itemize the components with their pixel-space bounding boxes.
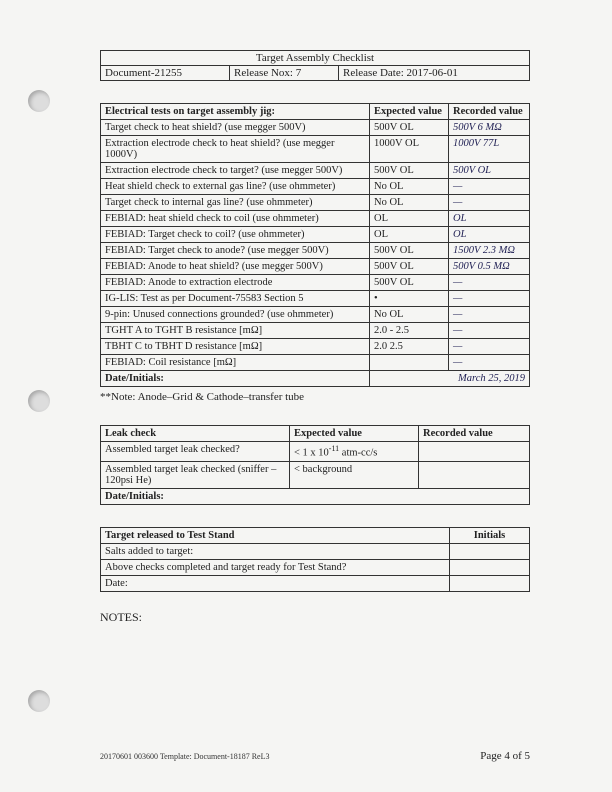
elec-recorded: — <box>449 323 530 339</box>
elec-desc: FEBIAD: Anode to heat shield? (use megge… <box>101 259 370 275</box>
release-table: Target released to Test Stand Initials S… <box>100 527 530 592</box>
elec-desc: TGHT A to TGHT B resistance [mΩ] <box>101 323 370 339</box>
elec-recorded: 1000V 77L <box>449 136 530 163</box>
elec-expected: 500V OL <box>370 259 449 275</box>
col-recorded: Recorded value <box>449 104 530 120</box>
leak-desc: Assembled target leak checked? <box>101 442 290 462</box>
leak-recorded <box>419 461 530 488</box>
elec-desc: Target check to heat shield? (use megger… <box>101 120 370 136</box>
date-initials-label: Date/Initials: <box>101 371 370 387</box>
elec-desc: FEBIAD: Coil resistance [mΩ] <box>101 355 370 371</box>
elec-recorded: 500V 6 MΩ <box>449 120 530 136</box>
elec-recorded: — <box>449 355 530 371</box>
elec-desc: Heat shield check to external gas line? … <box>101 179 370 195</box>
release-desc: Above checks completed and target ready … <box>101 559 450 575</box>
elec-desc: Extraction electrode check to target? (u… <box>101 163 370 179</box>
elec-expected: 500V OL <box>370 163 449 179</box>
notes-label: NOTES: <box>100 610 530 625</box>
doc-info-row: Document-21255 Release Nox: 7 Release Da… <box>100 66 530 81</box>
release-heading: Target released to Test Stand <box>101 527 450 543</box>
punch-hole <box>28 390 50 412</box>
elec-desc: IG-LIS: Test as per Document-75583 Secti… <box>101 291 370 307</box>
leak-col-recorded: Recorded value <box>419 426 530 442</box>
doc-id: Document-21255 <box>101 66 230 80</box>
release-desc: Date: <box>101 575 450 591</box>
elec-desc: Target check to internal gas line? (use … <box>101 195 370 211</box>
elec-desc: FEBIAD: Anode to extraction electrode <box>101 275 370 291</box>
elec-recorded: 500V OL <box>449 163 530 179</box>
release-desc: Salts added to target: <box>101 543 450 559</box>
electrical-tests-table: Electrical tests on target assembly jig:… <box>100 103 530 387</box>
leak-col-expected: Expected value <box>290 426 419 442</box>
release-val <box>450 575 530 591</box>
electrical-heading: Electrical tests on target assembly jig: <box>101 104 370 120</box>
leak-desc: Assembled target leak checked (sniffer –… <box>101 461 290 488</box>
punch-hole <box>28 90 50 112</box>
elec-recorded: — <box>449 339 530 355</box>
elec-recorded: OL <box>449 227 530 243</box>
leak-check-table: Leak check Expected value Recorded value… <box>100 425 530 505</box>
elec-recorded: — <box>449 275 530 291</box>
leak-date-initials-label: Date/Initials: <box>101 488 530 504</box>
elec-recorded: OL <box>449 211 530 227</box>
elec-expected: No OL <box>370 307 449 323</box>
title-bar: Target Assembly Checklist <box>100 50 530 66</box>
release-date: Release Date: 2017-06-01 <box>339 66 529 80</box>
leak-recorded <box>419 442 530 462</box>
release-initials-label: Initials <box>450 527 530 543</box>
release-val <box>450 543 530 559</box>
elec-expected: OL <box>370 211 449 227</box>
elec-expected: • <box>370 291 449 307</box>
elec-recorded: 500V 0.5 MΩ <box>449 259 530 275</box>
date-initials-value: March 25, 2019 <box>370 371 530 387</box>
elec-expected: 500V OL <box>370 120 449 136</box>
elec-expected: 500V OL <box>370 275 449 291</box>
release-nox: Release Nox: 7 <box>230 66 339 80</box>
electrical-note: **Note: Anode–Grid & Cathode–transfer tu… <box>100 391 530 403</box>
footer-right: Page 4 of 5 <box>480 750 530 762</box>
elec-desc: FEBIAD: heat shield check to coil (use o… <box>101 211 370 227</box>
elec-recorded: — <box>449 179 530 195</box>
elec-desc: FEBIAD: Target check to anode? (use megg… <box>101 243 370 259</box>
release-val <box>450 559 530 575</box>
elec-desc: Extraction electrode check to heat shiel… <box>101 136 370 163</box>
elec-desc: TBHT C to TBHT D resistance [mΩ] <box>101 339 370 355</box>
elec-recorded: — <box>449 307 530 323</box>
elec-recorded: — <box>449 291 530 307</box>
elec-expected: No OL <box>370 195 449 211</box>
elec-desc: FEBIAD: Target check to coil? (use ohmme… <box>101 227 370 243</box>
leak-heading: Leak check <box>101 426 290 442</box>
punch-hole <box>28 690 50 712</box>
elec-expected <box>370 355 449 371</box>
elec-desc: 9-pin: Unused connections grounded? (use… <box>101 307 370 323</box>
leak-expected: < 1 x 10-11 atm-cc/s <box>290 442 419 462</box>
leak-expected: < background <box>290 461 419 488</box>
col-expected: Expected value <box>370 104 449 120</box>
footer-left: 20170601 003600 Template: Document-18187… <box>100 752 270 761</box>
elec-expected: 1000V OL <box>370 136 449 163</box>
elec-expected: No OL <box>370 179 449 195</box>
page-content: Target Assembly Checklist Document-21255… <box>100 50 530 625</box>
elec-expected: 2.0 - 2.5 <box>370 323 449 339</box>
elec-recorded: — <box>449 195 530 211</box>
elec-expected: 500V OL <box>370 243 449 259</box>
elec-expected: 2.0 2.5 <box>370 339 449 355</box>
elec-expected: OL <box>370 227 449 243</box>
elec-recorded: 1500V 2.3 MΩ <box>449 243 530 259</box>
